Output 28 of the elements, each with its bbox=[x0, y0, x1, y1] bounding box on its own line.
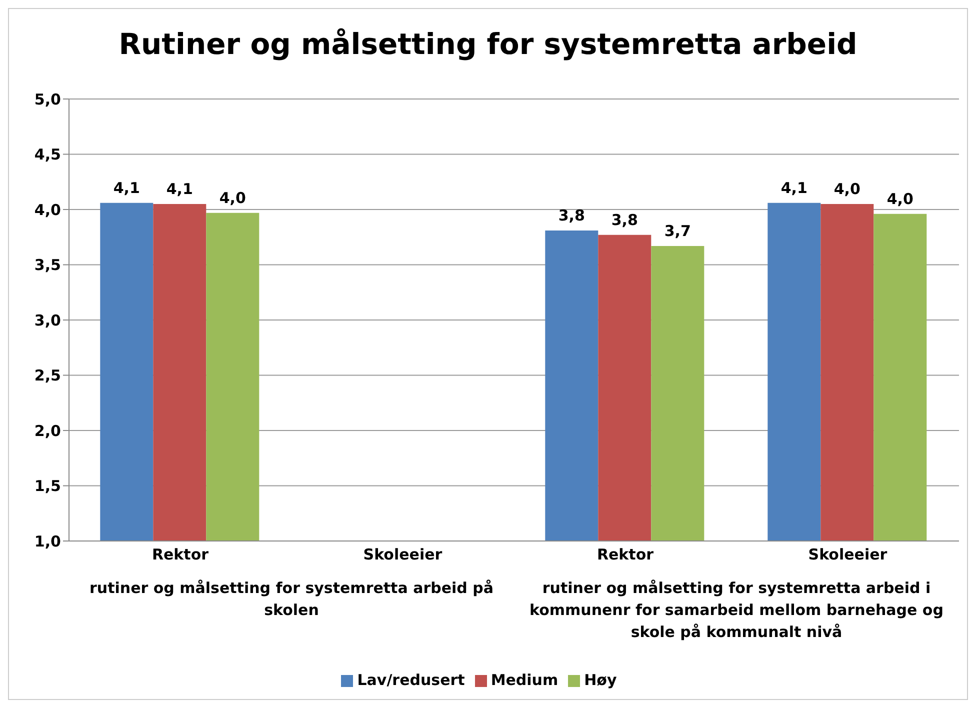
y-tick-label: 1,5 bbox=[34, 477, 61, 496]
y-tick-label: 2,5 bbox=[34, 366, 61, 385]
legend-label: Medium bbox=[490, 671, 558, 689]
y-tick-label: 1,0 bbox=[34, 532, 61, 550]
data-label: 4,0 bbox=[886, 190, 914, 208]
text: rutiner og målsetting for systemretta arbeid på skolen bbox=[88, 578, 494, 621]
x-tick-label: Rektor bbox=[596, 546, 654, 564]
y-tick-label: 4,0 bbox=[34, 200, 61, 219]
y-tick-label: 2,0 bbox=[34, 422, 61, 440]
text: rutiner og målsetting for systemretta arbeid i kommunenr for samarbeid mellom barnehage og skole på kommunalt nivå bbox=[528, 578, 944, 643]
legend-label: Lav/redusert bbox=[357, 671, 465, 689]
data-label: 4,0 bbox=[834, 180, 860, 198]
data-label: 4,1 bbox=[113, 178, 140, 197]
legend-label: Høy bbox=[584, 671, 617, 689]
data-label: 4,0 bbox=[219, 188, 246, 207]
data-label: 4,1 bbox=[166, 180, 193, 198]
x-tick-label: Rektor bbox=[152, 546, 210, 564]
chart-title: Rutiner og målsetting for systemretta arbeid bbox=[118, 27, 858, 61]
y-tick-label: 3,5 bbox=[34, 256, 61, 274]
data-label: 3,8 bbox=[611, 210, 638, 229]
y-tick-label: 3,0 bbox=[34, 311, 61, 330]
data-label: 4,1 bbox=[780, 178, 808, 197]
y-tick-label: 4,5 bbox=[34, 146, 61, 164]
y-tick-label: 5,0 bbox=[34, 90, 61, 108]
data-label: 3,7 bbox=[664, 222, 691, 240]
x-tick-label: Skoleeier bbox=[363, 546, 443, 564]
x-tick-label: Skoleeier bbox=[808, 546, 888, 564]
data-label: 3,8 bbox=[558, 206, 585, 224]
